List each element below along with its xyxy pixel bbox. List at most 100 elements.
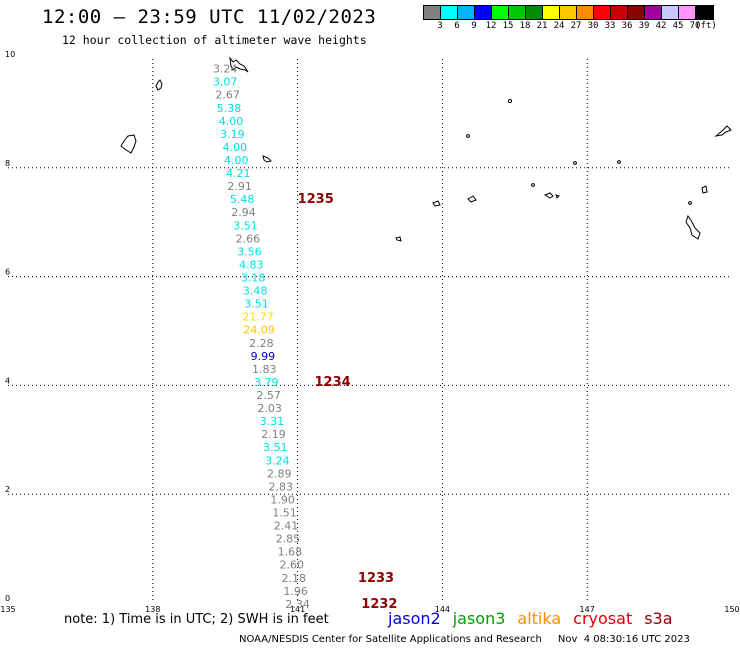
island-outline [507, 98, 513, 104]
wave-height-value: 3.24 [213, 63, 238, 76]
legend-label: 33 [604, 21, 616, 31]
pass-time-labels: 1235 1234 1233 1232 [298, 192, 398, 612]
satellite-name: jason3 [452, 609, 506, 628]
legend-swatch [441, 6, 458, 19]
lon-tick-label: 135 [0, 605, 15, 614]
island-outline [573, 161, 577, 165]
legend-swatch [645, 6, 662, 19]
legend-swatches [423, 5, 714, 20]
legend-swatch [424, 6, 441, 19]
wave-height-value: 4.00 [223, 141, 248, 154]
lat-tick-label: 6 [5, 268, 10, 277]
wave-height-value: 4.00 [219, 115, 244, 128]
wave-height-value: 3.19 [220, 128, 245, 141]
lat-tick-label: 8 [5, 159, 10, 168]
legend-label: 9 [471, 21, 477, 31]
wave-height-value: 2.60 [280, 559, 305, 572]
legend-swatch [458, 6, 475, 19]
wave-height-value: 2.66 [236, 232, 261, 245]
pass-time-label: 1234 [314, 375, 350, 390]
wave-height-value: 2.85 [276, 533, 301, 546]
wave-height-value: 2.57 [256, 389, 281, 402]
legend-swatch [628, 6, 645, 19]
wave-height-value: 2.89 [267, 467, 292, 480]
island-outline [395, 236, 402, 242]
satellite-legend: jason2 jason3 altika cryosat s3a [388, 609, 685, 628]
satellite-name: altika [517, 609, 562, 628]
island-outline [229, 56, 249, 73]
land-outlines [120, 56, 732, 242]
wave-height-value: 3.56 [237, 245, 262, 258]
legend-label: 18 [519, 21, 531, 31]
wave-height-value: 3.51 [244, 298, 269, 311]
legend-swatch [560, 6, 577, 19]
legend-swatch [577, 6, 594, 19]
legend-label: 70 [689, 21, 701, 31]
wave-height-value: 2.41 [274, 520, 299, 533]
island-outline [714, 125, 732, 137]
wave-height-value: 1.51 [272, 507, 297, 520]
page-title: 12:00 – 23:59 UTC 11/02/2023 [42, 6, 377, 28]
wave-height-value: 2.94 [231, 206, 256, 219]
island-outline [262, 155, 272, 163]
wave-height-value: 21.77 [242, 311, 274, 324]
legend-label: 15 [502, 21, 514, 31]
island-outline [155, 79, 163, 91]
wave-height-value: 5.48 [230, 193, 255, 206]
legend-swatch [526, 6, 543, 19]
wave-height-value: 3.18 [241, 271, 266, 284]
wave-height-value: 4.00 [224, 154, 249, 167]
wave-height-value: 1.83 [252, 363, 277, 376]
units-note: note: 1) Time is in UTC; 2) SWH is in fe… [64, 612, 329, 627]
lat-tick-label: 4 [5, 376, 10, 385]
lon-tick-label: 138 [145, 605, 160, 614]
legend-swatch [611, 6, 628, 19]
wave-height-value: 2.03 [257, 402, 282, 415]
footer: NOAA/NESDIS Center for Satellite Applica… [239, 634, 690, 645]
wave-height-value: 3.07 [213, 76, 238, 89]
legend-swatch [492, 6, 509, 19]
footer-credit: NOAA/NESDIS Center for Satellite Applica… [239, 634, 542, 645]
legend-label: 36 [621, 21, 633, 31]
wave-height-value: 2.18 [281, 572, 306, 585]
lon-tick-label: 144 [435, 605, 450, 614]
wave-height-value: 3.51 [233, 219, 258, 232]
lat-tick-label: 2 [5, 485, 10, 494]
legend-label: 6 [454, 21, 460, 31]
island-outline [120, 134, 137, 154]
map-grid [8, 59, 732, 603]
wave-height-value: 2.67 [215, 89, 240, 102]
legend-label: 21 [536, 21, 548, 31]
legend-labels: 3 6 9 12 15 18 21 24 27 30 33 36 39 42 45 70 (ft) [423, 20, 717, 32]
axis-ticks: 135 138 141 144 147 150 0 2 4 6 8 10 [0, 50, 739, 614]
wave-height-observations: 3.243.072.675.384.003.194.004.004.212.91… [213, 63, 310, 611]
legend-swatch [475, 6, 492, 19]
island-outline [555, 194, 560, 199]
legend-label: 27 [570, 21, 582, 31]
lat-tick-label: 10 [5, 50, 15, 59]
wave-height-value: 4.21 [226, 167, 251, 180]
footer-timestamp: Nov 4 08:30:16 UTC 2023 [557, 634, 690, 645]
island-outline [685, 214, 701, 240]
lon-tick-label: 150 [724, 605, 739, 614]
wave-height-value: 9.99 [251, 350, 276, 363]
wave-height-value: 2.28 [249, 337, 274, 350]
wave-height-value: 2.91 [227, 180, 252, 193]
legend-label: 39 [638, 21, 650, 31]
satellite-name: s3a [644, 609, 673, 628]
legend-swatch [662, 6, 679, 19]
wave-height-value: 1.90 [270, 493, 295, 506]
pass-time-label: 1233 [358, 571, 394, 586]
island-outline [531, 183, 535, 187]
wave-height-value: 3.51 [263, 441, 288, 454]
lon-tick-label: 141 [290, 605, 305, 614]
wave-height-value: 3.48 [243, 285, 268, 298]
wave-height-value: 4.83 [239, 258, 264, 271]
island-outline [688, 201, 692, 205]
satellite-name: jason2 [388, 609, 441, 628]
satellite-name: cryosat [573, 609, 633, 628]
wave-height-value: 5.38 [217, 102, 242, 115]
legend-label: 45 [672, 21, 684, 31]
pass-time-label: 1232 [361, 597, 397, 612]
